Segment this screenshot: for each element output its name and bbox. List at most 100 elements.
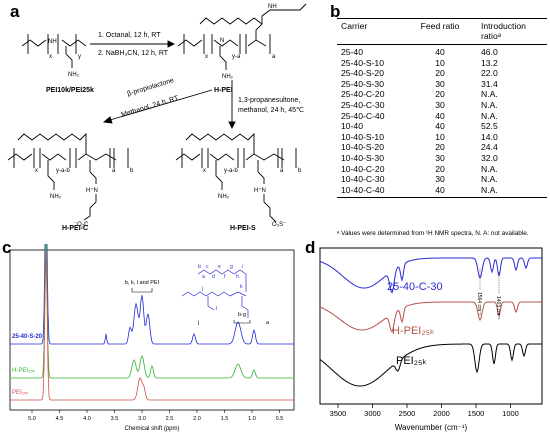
sub-a-hpei: a: [272, 54, 276, 60]
table-row: 10-40-C-30 30 N.A.: [337, 174, 547, 185]
table-cell: 20: [435, 142, 445, 153]
table-cell: 52.5: [481, 121, 498, 132]
table-cell: 10-40-S-30: [341, 152, 384, 163]
table-cell: 14.0: [481, 131, 498, 142]
nmr-peak-label-a: a: [266, 320, 270, 326]
table-row: 10-40-C-40 40 N.A.: [337, 185, 547, 196]
scheme-product-label: H-PEI: [214, 87, 233, 94]
sub-a-c: a: [112, 168, 116, 174]
table-cell: 40: [435, 184, 445, 195]
sub-x-c: x: [35, 168, 38, 174]
table-cell: 24.4: [481, 142, 498, 153]
table-row: 10-40-S-10 10 14.0: [337, 132, 547, 143]
nmr-trace-h-pei25k: [10, 244, 294, 379]
ftir-tick-label: 1500: [468, 409, 485, 418]
scheme-reagent-right-2: methanol, 24 h, 45℃: [238, 107, 304, 114]
table-header-row: Carrier Feed ratio Introduction ratioᵃ: [337, 18, 547, 45]
nmr-structure-letter: i: [242, 264, 243, 270]
sub-x-reactant: x: [49, 54, 52, 60]
atom-hn-plus-s: H⁺N: [254, 187, 266, 194]
nmr-peak-label-bkl: b, k, l and PEI: [125, 280, 160, 286]
nmr-peak-label-bg: b-g: [238, 312, 246, 318]
table-footnote: ᵃ Values were determined from ¹H NMR spe…: [337, 230, 529, 237]
scheme-step-2: 2. NaBH₃CN, 12 h, RT: [98, 50, 169, 57]
nmr-structure-letter: l: [216, 306, 217, 312]
sub-a-s: a: [280, 168, 284, 174]
nmr-tick-label: 0.5: [276, 416, 284, 422]
nmr-tick-label: 5.0: [28, 416, 36, 422]
table-cell: 31.4: [481, 78, 498, 89]
table-header-feed-ratio: Feed ratio: [420, 21, 460, 31]
table-cell: 25-40-S-30: [341, 78, 384, 89]
table-cell: 10-40-C-20: [341, 163, 385, 174]
sub-ya-hpei: y-a: [232, 54, 241, 60]
table-header-carrier: Carrier: [341, 21, 368, 31]
scheme-product-s-label: H-PEI-S: [230, 225, 256, 232]
ftir-trace-pei25k: [319, 343, 542, 387]
table-row: 10-40-S-20 20 24.4: [337, 142, 547, 153]
nmr-structure-letter: h: [236, 274, 239, 280]
nmr-tick-label: 2.0: [193, 416, 201, 422]
scheme-step-1: 1. Octanal, 12 h, RT: [98, 32, 161, 39]
ftir-annotation-1403: 1403 cm⁻¹: [495, 296, 501, 320]
table-cell: 10-40-C-40: [341, 184, 385, 195]
panel-letter-a: a: [10, 2, 20, 21]
scheme-product-c-label: H-PEI-C: [62, 225, 88, 232]
table-cell: 32.0: [481, 152, 498, 163]
table-row: 25-40-S-10 10 13.2: [337, 58, 547, 69]
table-row: 25-40-C-20 20 N.A.: [337, 89, 547, 100]
atom-so3-s: O₃S⁻: [272, 222, 286, 228]
sub-x-s: x: [203, 168, 206, 174]
nmr-peak-label-j: j: [197, 320, 199, 326]
atom-nh2-c: NH₂: [50, 194, 62, 200]
scheme-reagent-right-1: 1,3-propanesultone,: [238, 97, 300, 104]
ftir-trace-h-pei25k: [319, 301, 542, 333]
nmr-tick-label: 3.0: [138, 416, 146, 422]
ftir-tick-label: 1000: [502, 409, 519, 418]
nmr-trace-25-40-s-20: [10, 244, 294, 345]
table-cell: 25-40-C-30: [341, 99, 385, 110]
table-cell: N.A.: [481, 184, 498, 195]
ftir-trace-25-40-c-30: [319, 257, 542, 294]
nmr-x-axis-label: Chemical shift (ppm): [124, 426, 179, 432]
table-cell: 20: [435, 163, 445, 174]
table-cell: 40: [435, 121, 445, 132]
reaction-scheme: 1. Octanal, 12 h, RT 2. NaBH₃CN, 12 h, R…: [7, 3, 307, 232]
table-row: 25-40-C-40 40 N.A.: [337, 111, 547, 122]
scheme-reactant-label: PEI10k/PEI25k: [46, 87, 94, 94]
atom-co2-c: ⁻O₂C: [74, 222, 89, 228]
table-cell: 25-40: [341, 47, 363, 57]
ftir-annotation-1564: 1564 cm⁻¹: [476, 292, 482, 316]
ftir-series-label-2: PEI₂₅ₖ: [396, 355, 427, 367]
atom-nh-reactant: NH: [48, 39, 57, 45]
atom-nh2-reactant: NH₂: [68, 72, 80, 78]
table-row: 25-40-S-30 30 31.4: [337, 79, 547, 90]
table-row: 25-40-S-20 20 22.0: [337, 68, 547, 79]
table-cell: 20: [435, 89, 445, 100]
table-cell: 22.0: [481, 68, 498, 79]
table-cell: N.A.: [481, 89, 498, 100]
table-cell: 30: [435, 78, 445, 89]
panel-letter-b: b: [330, 2, 341, 21]
panel-letter-c: c: [2, 238, 12, 257]
sub-y-reactant: y: [78, 54, 81, 60]
nmr-structure-letter: d: [212, 274, 215, 280]
nmr-series-label-0: 25-40-S-20: [12, 334, 43, 340]
table-cell: 10-40-S-20: [341, 142, 384, 153]
table-row: 25-40-C-30 30 N.A.: [337, 100, 547, 111]
table-cell: 40: [435, 110, 445, 121]
ftir-series-label-0: 25-40-C-30: [387, 281, 443, 293]
table-cell: 10-40-C-30: [341, 174, 385, 185]
table-cell: 30: [435, 174, 445, 185]
ftir-tick-label: 3500: [330, 409, 347, 418]
table-cell: 25-40-C-40: [341, 110, 385, 121]
carrier-table: Carrier Feed ratio Introduction ratioᵃ 2…: [337, 18, 547, 199]
nmr-plot-frame: [9, 249, 295, 411]
table-cell: 10-40: [341, 121, 363, 132]
sub-x-hpei: x: [205, 54, 208, 60]
nmr-series-label-1: H-PEI₂₅ₖ: [12, 368, 36, 374]
table-row: 25-40 40 46.0: [337, 47, 547, 58]
table-cell: 25-40-C-20: [341, 89, 385, 100]
table-cell: 46.0: [481, 47, 498, 57]
pei-backbone: [21, 39, 47, 47]
